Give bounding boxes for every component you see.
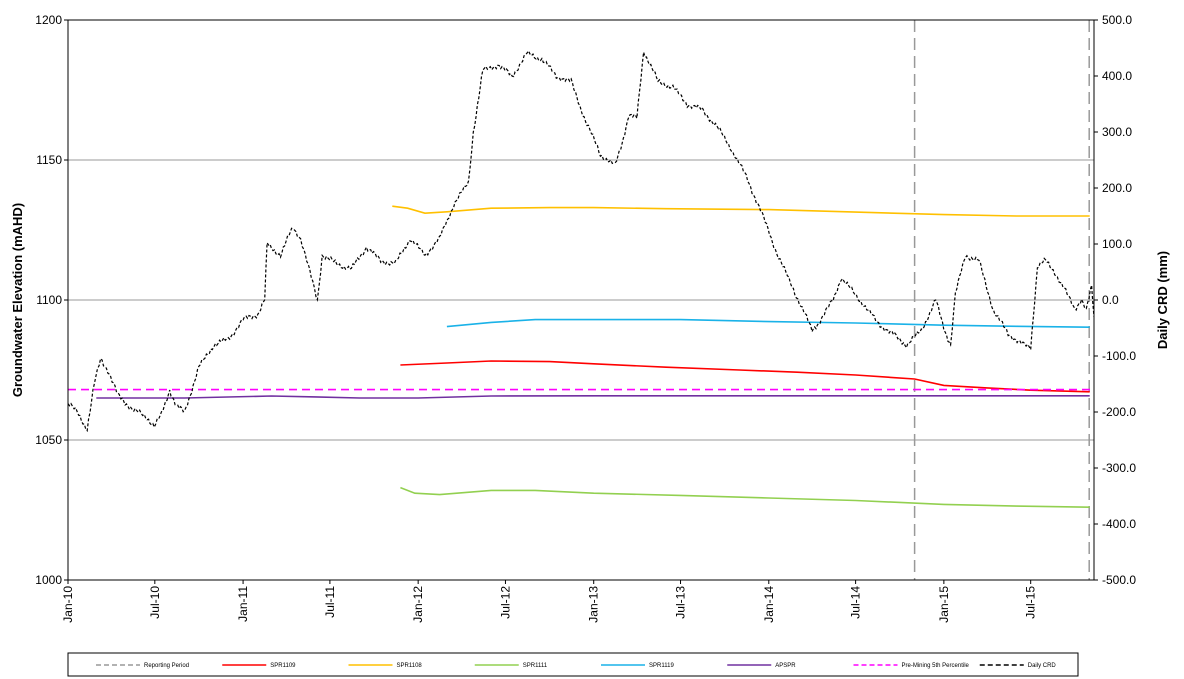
- y-tick-label: 1150: [36, 153, 62, 167]
- y-tick-label: 1050: [35, 433, 62, 447]
- y2-tick-label: -100.0: [1102, 349, 1136, 363]
- grid-lines: [68, 159, 1094, 441]
- left-axis-ticks: 1000 1050 1100 1150 1200: [35, 13, 68, 587]
- series-group: [68, 20, 1094, 580]
- y2-tick-label: -300.0: [1102, 461, 1136, 475]
- x-axis-ticks: Jan-10 Jul-10 Jan-11 Jul-11 Jan-12 Jul-12 Jan-…: [61, 580, 1038, 623]
- y2-tick-label: 200.0: [1102, 181, 1132, 195]
- y2-tick-label: 500.0: [1102, 13, 1132, 27]
- y2-tick-label: -500.0: [1102, 573, 1136, 587]
- legend-label: Pre-Mining 5th Percentile: [902, 663, 970, 669]
- legend-box: [67, 652, 1079, 677]
- x-tick-label: Jul-10: [148, 586, 162, 619]
- y2-tick-label: 100.0: [1102, 237, 1132, 251]
- y2-axis-title: Daily CRD (mm): [1155, 251, 1170, 349]
- x-tick-label: Jan-11: [236, 586, 250, 622]
- y-axis-title: Groundwater Elevation (mAHD): [10, 203, 25, 397]
- legend-label: APSPR: [775, 663, 796, 669]
- x-tick-label: Jul-12: [498, 586, 512, 619]
- y-tick-label: 1000: [35, 573, 62, 587]
- series-line-apspr: [96, 394, 1090, 399]
- y2-tick-label: -200.0: [1102, 405, 1136, 419]
- legend-label: SPR1108: [397, 663, 423, 669]
- x-tick-label: Jan-14: [762, 586, 776, 623]
- legend-label: Reporting Period: [144, 663, 189, 669]
- x-tick-label: Jul-11: [323, 586, 337, 618]
- y-tick-label: 1200: [35, 13, 62, 27]
- x-tick-label: Jul-14: [849, 586, 863, 619]
- legend: Reporting Period SPR1109 SPR1108 SPR1111 SPR…: [96, 663, 1056, 669]
- legend-label: SPR1119: [649, 663, 674, 669]
- y-tick-label: 1100: [36, 293, 62, 307]
- y2-tick-label: 400.0: [1102, 69, 1132, 83]
- y2-tick-label: 300.0: [1102, 125, 1132, 139]
- legend-label: Daily CRD: [1028, 663, 1057, 669]
- series-line-spr1111: [400, 486, 1090, 508]
- x-tick-label: Jul-15: [1024, 586, 1038, 619]
- series-line-spr1108: [392, 205, 1090, 217]
- legend-label: SPR1109: [270, 663, 296, 669]
- series-line-spr1109: [400, 360, 1090, 393]
- x-tick-label: Jul-13: [674, 586, 688, 619]
- legend-label: SPR1111: [523, 663, 548, 669]
- y2-tick-label: 0.0: [1102, 293, 1119, 307]
- right-axis-ticks: -500.0 -400.0 -300.0 -200.0 -100.0 0.0 100.0 20…: [1094, 13, 1136, 587]
- x-tick-label: Jan-15: [937, 586, 951, 623]
- x-tick-label: Jan-13: [587, 586, 601, 623]
- series-line-spr1119: [446, 318, 1090, 328]
- y2-tick-label: -400.0: [1102, 517, 1136, 531]
- x-tick-label: Jan-10: [61, 586, 75, 623]
- x-tick-label: Jan-12: [411, 586, 425, 623]
